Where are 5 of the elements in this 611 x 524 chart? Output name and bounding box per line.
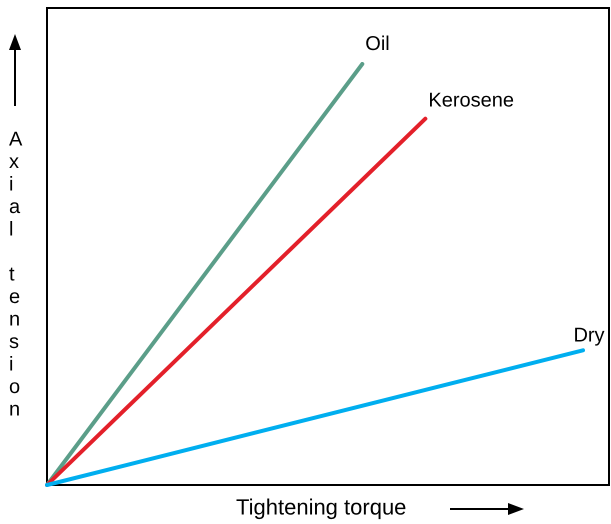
- series-label: Kerosene: [428, 90, 514, 112]
- series-label: Oil: [365, 33, 390, 55]
- x-axis-title: Tightening torque: [236, 494, 406, 520]
- series-label: Dry: [573, 324, 605, 346]
- text: Axial tension: [9, 128, 22, 420]
